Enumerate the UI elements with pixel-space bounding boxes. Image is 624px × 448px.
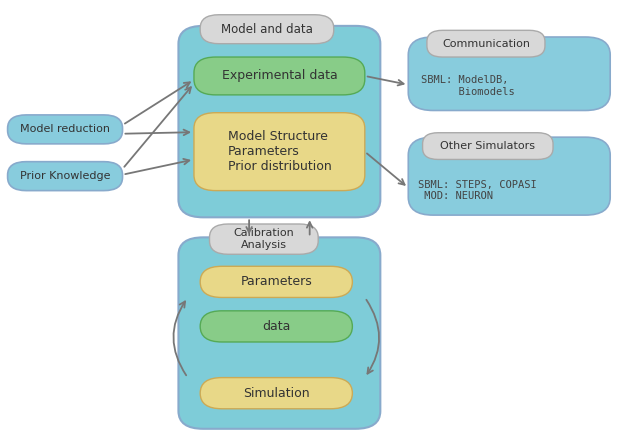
FancyBboxPatch shape <box>200 266 353 297</box>
Text: Parameters: Parameters <box>240 276 312 289</box>
FancyBboxPatch shape <box>178 237 381 429</box>
Text: Other Simulators: Other Simulators <box>441 141 535 151</box>
FancyBboxPatch shape <box>408 37 610 111</box>
FancyBboxPatch shape <box>194 113 365 190</box>
FancyBboxPatch shape <box>200 378 353 409</box>
FancyBboxPatch shape <box>200 15 334 44</box>
Text: Communication: Communication <box>442 39 530 49</box>
Text: Simulation: Simulation <box>243 387 310 400</box>
Text: Calibration
Analysis: Calibration Analysis <box>233 228 295 250</box>
FancyBboxPatch shape <box>194 57 365 95</box>
Text: Model reduction: Model reduction <box>20 125 110 134</box>
FancyBboxPatch shape <box>427 30 545 57</box>
FancyBboxPatch shape <box>200 311 353 342</box>
FancyBboxPatch shape <box>7 162 122 190</box>
Text: Prior Knowledge: Prior Knowledge <box>20 171 110 181</box>
Text: Model and data: Model and data <box>221 23 313 36</box>
FancyBboxPatch shape <box>7 115 122 144</box>
FancyBboxPatch shape <box>210 224 318 254</box>
FancyBboxPatch shape <box>178 26 381 217</box>
FancyBboxPatch shape <box>422 133 553 159</box>
Text: SBML: STEPS, COPASI
 MOD: NEURON: SBML: STEPS, COPASI MOD: NEURON <box>417 180 537 202</box>
Text: Experimental data: Experimental data <box>222 69 337 82</box>
Text: Model Structure
Parameters
Prior distribution: Model Structure Parameters Prior distrib… <box>228 130 331 173</box>
FancyBboxPatch shape <box>408 137 610 215</box>
Text: data: data <box>262 320 290 333</box>
Text: SBML: ModelDB,
      Biomodels: SBML: ModelDB, Biomodels <box>421 75 514 97</box>
